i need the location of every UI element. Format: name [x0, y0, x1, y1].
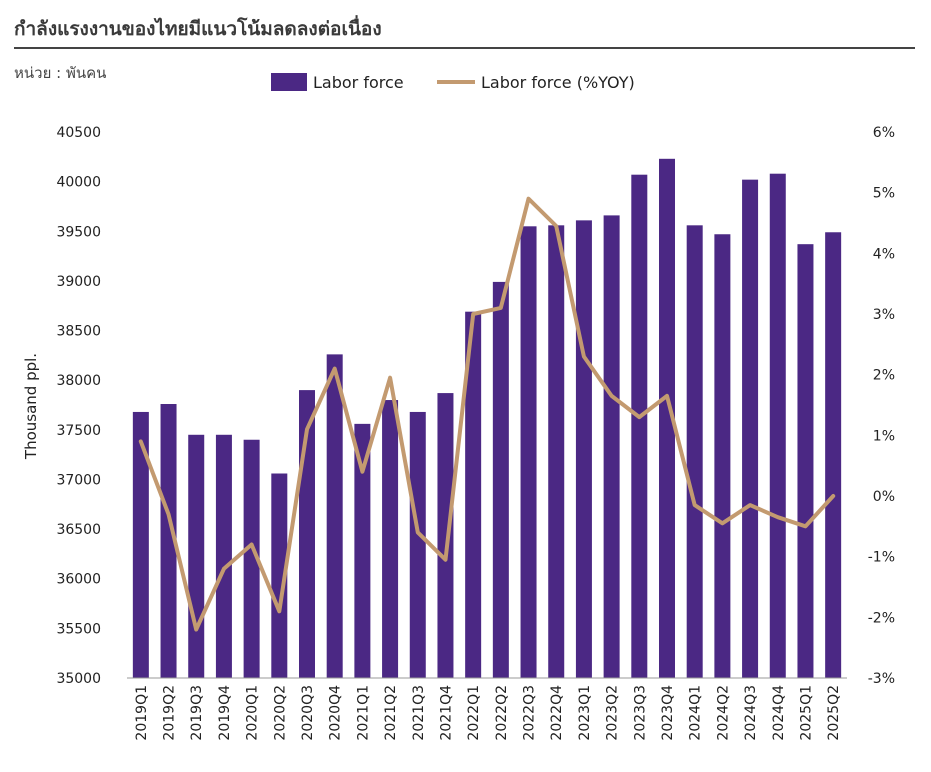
right-tick-label: 5% [873, 186, 895, 202]
x-tick-label: 2020Q4 [328, 685, 344, 741]
x-tick-label: 2024Q2 [715, 685, 731, 741]
right-tick-label: 0% [873, 489, 895, 505]
x-tick-label: 2022Q2 [494, 685, 510, 741]
bar-2019Q3 [188, 434, 205, 678]
bar-2024Q4 [769, 173, 786, 678]
left-tick-label: 37000 [56, 472, 101, 488]
bar-2024Q2 [714, 234, 731, 678]
y-axis-title: Thousand ppl. [22, 353, 40, 460]
x-tick-label: 2024Q1 [688, 685, 704, 741]
bar-2021Q3 [409, 411, 426, 678]
x-tick-label: 2022Q4 [549, 685, 565, 741]
x-tick-label: 2020Q1 [245, 685, 261, 741]
left-tick-label: 35500 [56, 621, 101, 637]
x-tick-label: 2022Q3 [522, 685, 538, 741]
x-tick-label: 2023Q2 [605, 685, 621, 741]
left-tick-label: 40500 [56, 125, 101, 141]
x-tick-label: 2019Q2 [162, 685, 178, 741]
left-tick-label: 39000 [56, 274, 101, 290]
left-tick-label: 39500 [56, 224, 101, 240]
left-axis-ticks: 35000 35500 36000 36500 37000 37500 38000 38500… [56, 125, 101, 687]
left-tick-label: 35000 [56, 671, 101, 687]
x-tick-label: 2019Q3 [189, 685, 205, 741]
left-tick-label: 36000 [56, 572, 101, 588]
legend: Labor force Labor force (%YOY) [271, 73, 635, 92]
x-axis-ticks: 2019Q1 2019Q2 2019Q3 2019Q4 2020Q1 2020Q2 2020… [134, 685, 842, 741]
x-tick-label: 2025Q1 [799, 685, 815, 741]
left-tick-label: 36500 [56, 522, 101, 538]
right-tick-label: 2% [873, 368, 895, 384]
bar-2021Q4 [437, 393, 454, 678]
legend-label-labor-force: Labor force [313, 73, 404, 92]
x-tick-label: 2019Q1 [134, 685, 150, 741]
right-axis-ticks: -3% -2% -1% 0% 1% 2% 3% 4% 5% 6% [868, 125, 895, 687]
x-tick-label: 2022Q1 [466, 685, 482, 741]
yoy-line [138, 196, 836, 632]
bar-2025Q1 [797, 244, 814, 679]
bar-2022Q3 [520, 226, 537, 679]
left-tick-label: 37500 [56, 423, 101, 439]
bar-2023Q4 [659, 158, 675, 678]
x-tick-label: 2021Q2 [383, 685, 399, 741]
x-tick-label: 2024Q4 [771, 685, 787, 741]
left-tick-label: 38500 [56, 324, 101, 340]
x-tick-label: 2023Q1 [577, 685, 593, 741]
bar-2022Q2 [492, 281, 509, 678]
x-tick-label: 2020Q3 [300, 685, 316, 741]
legend-label-yoy: Labor force (%YOY) [481, 73, 635, 92]
bar-2019Q1 [132, 411, 149, 678]
unit-label: หน่วย : พันคน [14, 64, 107, 82]
x-tick-label: 2021Q1 [355, 685, 371, 741]
right-tick-label: 1% [873, 428, 895, 444]
right-tick-label: -2% [868, 610, 895, 626]
bar-2019Q2 [160, 404, 177, 678]
bar-2023Q2 [603, 215, 620, 678]
legend-swatch-labor-force [271, 73, 307, 91]
bar-2022Q1 [465, 311, 482, 678]
bar-2020Q4 [326, 354, 343, 678]
bar-2022Q4 [548, 225, 565, 679]
x-tick-label: 2023Q3 [632, 685, 648, 741]
x-tick-label: 2024Q3 [743, 685, 759, 741]
left-tick-label: 40000 [56, 175, 101, 191]
title-divider [14, 47, 915, 49]
bar-2024Q1 [686, 225, 703, 679]
x-tick-label: 2025Q2 [826, 685, 842, 741]
x-tick-label: 2020Q2 [272, 685, 288, 741]
bar-2019Q4 [215, 434, 232, 678]
bar-series [132, 158, 842, 679]
x-tick-label: 2019Q4 [217, 685, 233, 741]
bar-2021Q1 [354, 423, 371, 678]
bar-2024Q3 [742, 179, 759, 678]
bar-2020Q1 [243, 439, 260, 678]
left-tick-label: 38000 [56, 373, 101, 389]
right-tick-label: 6% [873, 125, 895, 141]
bar-2023Q1 [575, 220, 592, 678]
x-tick-label: 2021Q3 [411, 685, 427, 741]
right-tick-label: 3% [873, 307, 895, 323]
bar-2023Q3 [631, 174, 648, 679]
x-tick-label: 2023Q4 [660, 685, 676, 741]
bar-2021Q2 [382, 400, 399, 678]
x-tick-label: 2021Q4 [439, 685, 455, 741]
bar-2025Q2 [825, 232, 842, 679]
right-tick-label: -1% [868, 550, 895, 566]
right-tick-label: -3% [868, 671, 895, 687]
bar-2020Q2 [271, 473, 288, 678]
right-tick-label: 4% [873, 246, 895, 262]
chart-title: กำลังแรงงานของไทยมีแนวโน้มลดลงต่อเนื่อง [14, 18, 382, 40]
